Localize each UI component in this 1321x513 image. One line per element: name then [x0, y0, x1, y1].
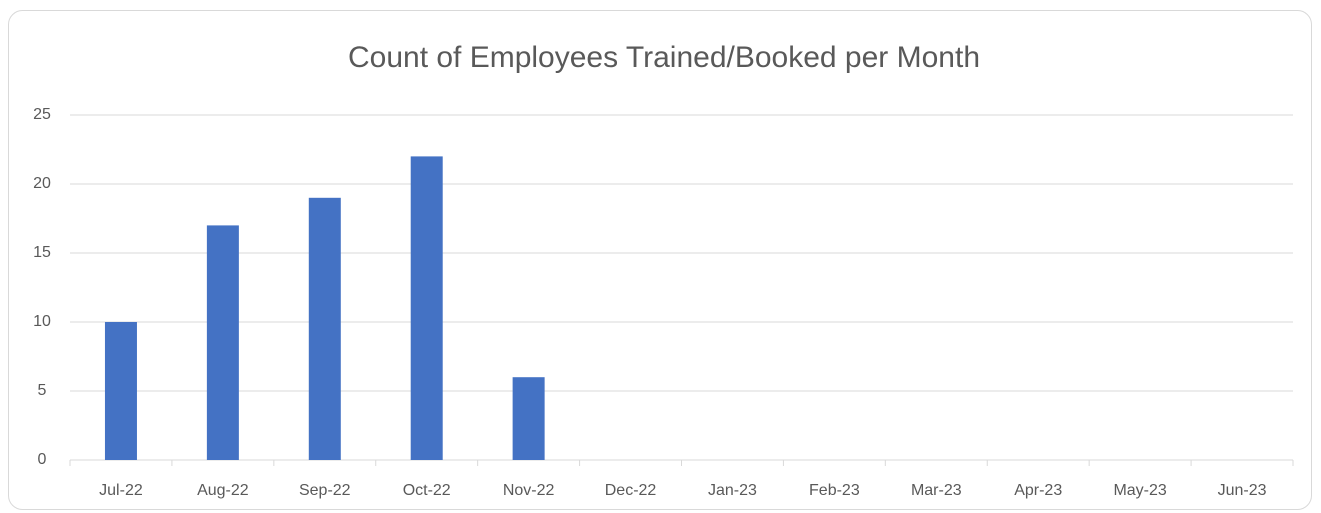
y-tick-label: 15: [33, 244, 51, 261]
x-tick-label: Aug-22: [197, 482, 249, 499]
bar: [206, 225, 239, 460]
y-tick-label: 10: [33, 313, 51, 330]
chart-border: [8, 10, 1312, 510]
x-tick-label: Dec-22: [605, 482, 657, 499]
x-tick-label: Oct-22: [403, 482, 451, 499]
x-tick-label: May-23: [1113, 482, 1166, 499]
bar: [308, 197, 341, 461]
bar: [104, 322, 137, 460]
y-tick-label: 0: [38, 451, 47, 468]
x-tick-label: Mar-23: [911, 482, 962, 499]
x-tick-label: Nov-22: [503, 482, 555, 499]
bar: [410, 156, 443, 460]
chart-title: Count of Employees Trained/Booked per Mo…: [348, 41, 980, 74]
y-tick-label: 25: [33, 106, 51, 123]
y-tick-label: 5: [38, 382, 47, 399]
y-tick-label: 20: [33, 175, 51, 192]
x-tick-label: Jan-23: [708, 482, 757, 499]
bar: [512, 377, 545, 460]
x-tick-label: Apr-23: [1014, 482, 1062, 499]
x-tick-label: Sep-22: [299, 482, 351, 499]
x-tick-label: Jun-23: [1218, 482, 1267, 499]
x-tick-label: Feb-23: [809, 482, 860, 499]
x-tick-label: Jul-22: [99, 482, 143, 499]
